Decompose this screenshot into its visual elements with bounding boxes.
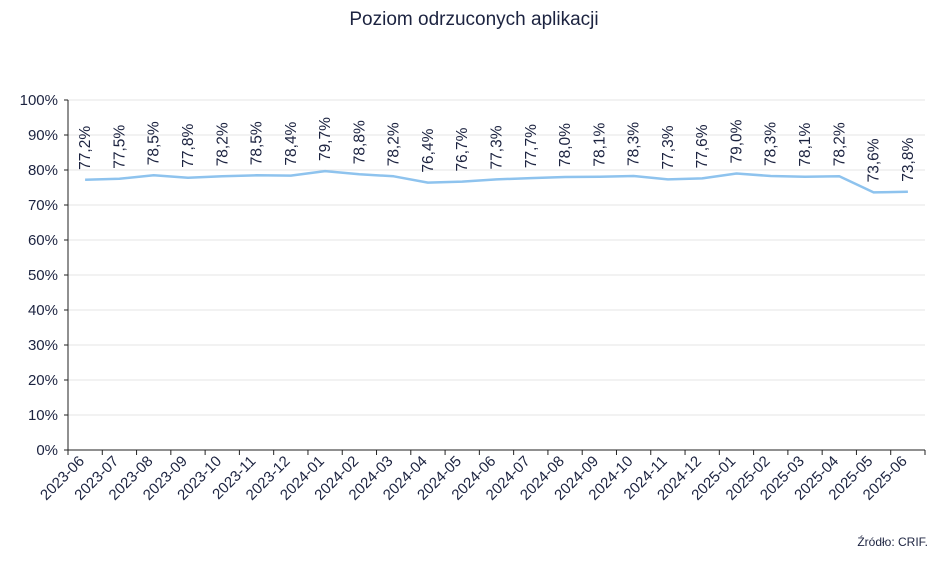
data-label: 78,2% — [214, 122, 231, 166]
y-tick-label: 10% — [28, 407, 58, 424]
y-tick-label: 40% — [28, 302, 58, 319]
data-label: 78,1% — [591, 122, 608, 166]
y-tick-label: 90% — [28, 127, 58, 144]
y-tick-label: 20% — [28, 372, 58, 389]
data-label: 77,6% — [694, 124, 711, 168]
y-tick-label: 30% — [28, 337, 58, 354]
data-label: 77,3% — [489, 125, 506, 169]
y-tick-label: 0% — [36, 442, 58, 459]
chart-title: Poziom odrzuconych aplikacji — [349, 9, 599, 30]
y-tick-label: 50% — [28, 267, 58, 284]
data-label: 78,5% — [146, 121, 163, 165]
data-label: 78,3% — [626, 122, 643, 166]
data-label: 77,5% — [111, 125, 128, 169]
data-label: 77,8% — [180, 124, 197, 168]
y-tick-label: 70% — [28, 197, 58, 214]
series-line — [85, 169, 908, 194]
data-label: 78,3% — [763, 122, 780, 166]
data-label: 77,7% — [523, 124, 540, 168]
data-label: 79,7% — [317, 117, 334, 161]
data-label: 78,5% — [249, 121, 266, 165]
x-axis-ticks: 2023-062023-072023-082023-092023-102023-… — [37, 450, 926, 504]
data-label: 78,0% — [557, 123, 574, 167]
data-label: 77,2% — [77, 126, 94, 170]
series-line-group — [85, 169, 908, 194]
data-label: 78,8% — [351, 120, 368, 164]
y-tick-label: 60% — [28, 232, 58, 249]
source-note: Źródło: CRIF. — [857, 535, 928, 549]
data-label: 76,4% — [420, 128, 437, 172]
data-label: 73,8% — [900, 138, 917, 182]
y-tick-label: 80% — [28, 162, 58, 179]
grid-lines — [67, 99, 925, 451]
data-label: 76,7% — [454, 127, 471, 171]
data-label: 78,2% — [831, 122, 848, 166]
data-label: 73,6% — [866, 138, 883, 182]
data-label: 78,1% — [797, 122, 814, 166]
y-tick-label: 100% — [20, 92, 58, 109]
data-label: 78,2% — [386, 122, 403, 166]
y-axis-ticks: 0% 10% 20% 30% 40% 50% 60% 70% 80% 90% 100% — [20, 92, 68, 459]
data-label: 77,3% — [660, 125, 677, 169]
data-labels: 77,2% 77,5% 78,5% 77,8% 78,2% 78,5% 78,4% 79,7%… — [77, 117, 917, 183]
data-label: 78,4% — [283, 121, 300, 165]
data-label: 79,0% — [728, 119, 745, 163]
